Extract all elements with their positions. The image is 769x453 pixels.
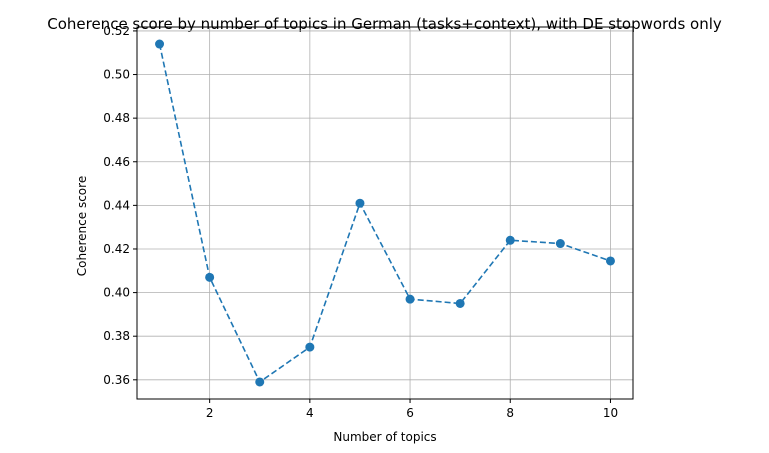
y-tick-label: 0.52 [103, 24, 130, 38]
grid-layer [137, 27, 633, 399]
data-point [605, 256, 615, 266]
y-tick-label: 0.40 [103, 286, 130, 300]
data-point [155, 39, 165, 49]
x-tick-label: 6 [406, 406, 414, 420]
ticks-layer: 2 4 6 8 10 0.36 0.38 0.40 0.42 0.44 0.46 0.48 0.50 0.… [103, 24, 618, 420]
x-tick-label: 2 [206, 406, 214, 420]
x-axis-label: Number of topics [333, 430, 436, 444]
data-point [505, 235, 515, 245]
x-tick-label: 10 [603, 406, 618, 420]
y-tick-label: 0.38 [103, 329, 130, 343]
y-tick-label: 0.46 [103, 155, 130, 169]
data-point [255, 377, 265, 387]
y-tick-label: 0.44 [103, 198, 130, 212]
y-axis-label: Coherence score [75, 176, 89, 276]
y-tick-label: 0.48 [103, 111, 130, 125]
data-point [555, 239, 565, 249]
data-point [455, 298, 465, 308]
plot-frame [136, 26, 634, 400]
chart-title: Coherence score by number of topics in G… [47, 15, 722, 33]
data-point [355, 198, 365, 208]
data-point [305, 342, 315, 352]
data-point [205, 272, 215, 282]
x-tick-label: 4 [306, 406, 314, 420]
y-tick-label: 0.36 [103, 373, 130, 387]
series-layer [155, 39, 615, 387]
y-tick-label: 0.42 [103, 242, 130, 256]
data-point [405, 294, 415, 304]
y-tick-label: 0.50 [103, 68, 130, 82]
x-tick-label: 8 [506, 406, 514, 420]
series-line [158, 43, 611, 384]
